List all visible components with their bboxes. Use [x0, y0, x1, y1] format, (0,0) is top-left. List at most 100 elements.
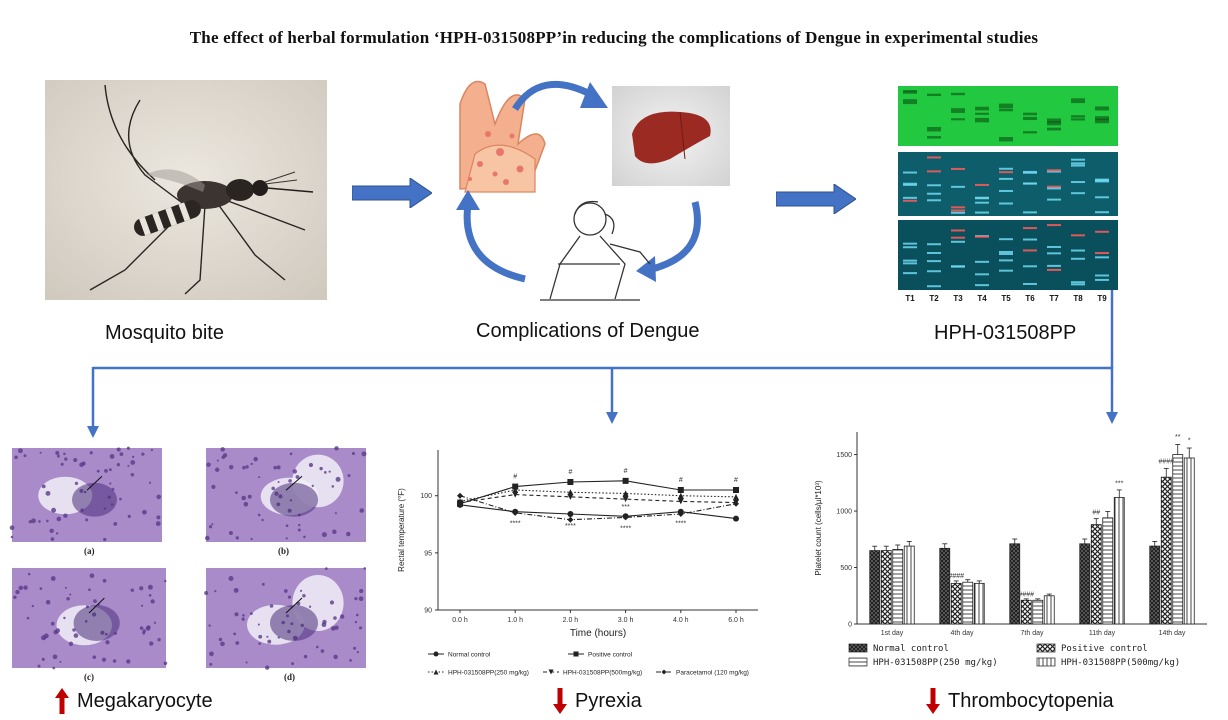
bar	[939, 547, 951, 625]
x-tick-label: 3.0 h	[618, 617, 634, 624]
significance-mark: ***	[622, 504, 630, 511]
bar	[1149, 545, 1161, 625]
data-point	[733, 515, 739, 522]
bar	[1183, 457, 1195, 625]
bar	[1113, 497, 1125, 625]
x-tick-label: 1.0 h	[507, 617, 523, 624]
bar	[903, 545, 915, 625]
micrograph-grid: (a) (b) (c) (d)	[8, 444, 374, 684]
y-tick-label: 0	[848, 622, 852, 629]
legend-label: Normal control	[873, 644, 949, 654]
y-tick-label: 500	[840, 565, 852, 572]
significance-mark: #	[568, 469, 572, 476]
data-point	[457, 499, 463, 506]
bar	[973, 582, 985, 625]
bar	[892, 549, 904, 625]
x-tick-label: 6.0 h	[728, 617, 744, 624]
significance-mark: #	[624, 468, 628, 475]
x-tick-label: 11th day	[1089, 630, 1116, 637]
x-tick-label: 4th day	[951, 630, 974, 637]
micrograph-d	[204, 567, 366, 670]
significance-mark: #	[679, 477, 683, 484]
data-point	[573, 651, 579, 657]
tlc-teal-panel-1	[898, 152, 1118, 216]
significance-mark: **	[1175, 434, 1181, 441]
tlc-lane-label: T4	[977, 294, 987, 303]
data-point	[677, 498, 684, 505]
data-point	[567, 511, 574, 517]
data-point	[567, 489, 574, 496]
legend-label: HPH-031508PP(500mg/kg)	[563, 670, 642, 677]
bar	[869, 550, 881, 625]
micro-label-b: (b)	[278, 546, 289, 556]
legend-label: Positive control	[588, 652, 633, 659]
data-point	[733, 493, 739, 500]
data-point	[622, 490, 629, 497]
data-point	[733, 487, 739, 493]
significance-mark: ***	[1115, 480, 1123, 487]
legend-label: Positive control	[1061, 644, 1148, 654]
micrograph-b	[205, 446, 367, 542]
significance-mark: ####	[948, 573, 964, 580]
bar	[1043, 595, 1055, 625]
series-line	[459, 480, 736, 505]
tlc-lane-label: T8	[1073, 294, 1083, 303]
bar	[880, 550, 892, 625]
data-point	[661, 669, 667, 675]
pyrexia-line-chart: 90 95 100 0.0 h 1.0 h 2.0 h 3.0 h 4.0 h 6.0 h Rec…	[390, 440, 790, 680]
significance-mark: ####	[1158, 458, 1174, 465]
tlc-lane-label: T5	[1001, 294, 1011, 303]
mosquito-photo	[45, 80, 327, 300]
significance-mark: ****	[675, 521, 686, 528]
data-point	[457, 492, 463, 499]
tlc-lane-label: T3	[953, 294, 963, 303]
data-point	[512, 491, 519, 498]
series-line	[459, 495, 737, 521]
legend-label: HPH-031508PP(250 mg/kg)	[873, 658, 998, 668]
bar	[1020, 599, 1032, 625]
bar	[1090, 524, 1102, 625]
tlc-lane-label: T6	[1025, 294, 1035, 303]
x-tick-label: 14th day	[1159, 630, 1186, 637]
significance-mark: ##	[1092, 510, 1100, 517]
legend-swatch	[1036, 657, 1056, 667]
bar	[1009, 543, 1021, 625]
legend-label: HPH-031508PP(250 mg/kg)	[448, 670, 529, 677]
micro-label-a: (a)	[84, 546, 95, 556]
significance-mark: ####	[1018, 591, 1034, 598]
series-line	[459, 504, 737, 520]
significance-mark: ****	[620, 525, 631, 532]
bar	[962, 581, 974, 625]
micrograph-a	[9, 446, 162, 542]
bar	[1102, 517, 1114, 625]
legend-label: Normal control	[448, 652, 491, 659]
y-tick-label: 90	[424, 608, 432, 615]
down-arrow-icon	[553, 688, 567, 714]
x-tick-label: 2.0 h	[563, 617, 579, 624]
caption-mosquito-bite: Mosquito bite	[105, 322, 224, 344]
micro-label-c: (c)	[84, 672, 94, 682]
tlc-plate: T1 T2 T3 T4 T5 T6 T7 T8 T9	[898, 86, 1118, 306]
down-arrow-icon	[926, 688, 940, 714]
data-point	[677, 492, 684, 499]
y-tick-label: 95	[424, 550, 432, 557]
data-point	[433, 651, 439, 657]
x-tick-label: 0.0 h	[452, 617, 468, 624]
platelet-bar-chart: 0 500 1000 1500 Platelet count (cells/µl*10³…	[805, 424, 1225, 674]
bar	[1032, 599, 1044, 625]
legend-swatch	[848, 657, 868, 667]
legend-label: HPH-031508PP(500mg/kg)	[1061, 658, 1180, 668]
legend-label: Paracetamol (120 mg/kg)	[676, 670, 749, 677]
data-point	[622, 514, 629, 521]
complications-graphic	[440, 64, 735, 316]
bar	[1079, 543, 1091, 625]
bar	[1172, 454, 1184, 625]
data-point	[548, 669, 554, 675]
legend-swatch	[848, 643, 868, 653]
significance-mark: *	[1188, 438, 1191, 445]
legend-swatch	[1036, 643, 1056, 653]
significance-mark: ****	[510, 521, 521, 528]
y-tick-label: 100	[420, 493, 432, 500]
data-point	[733, 500, 739, 507]
micro-label-d: (d)	[284, 672, 295, 682]
